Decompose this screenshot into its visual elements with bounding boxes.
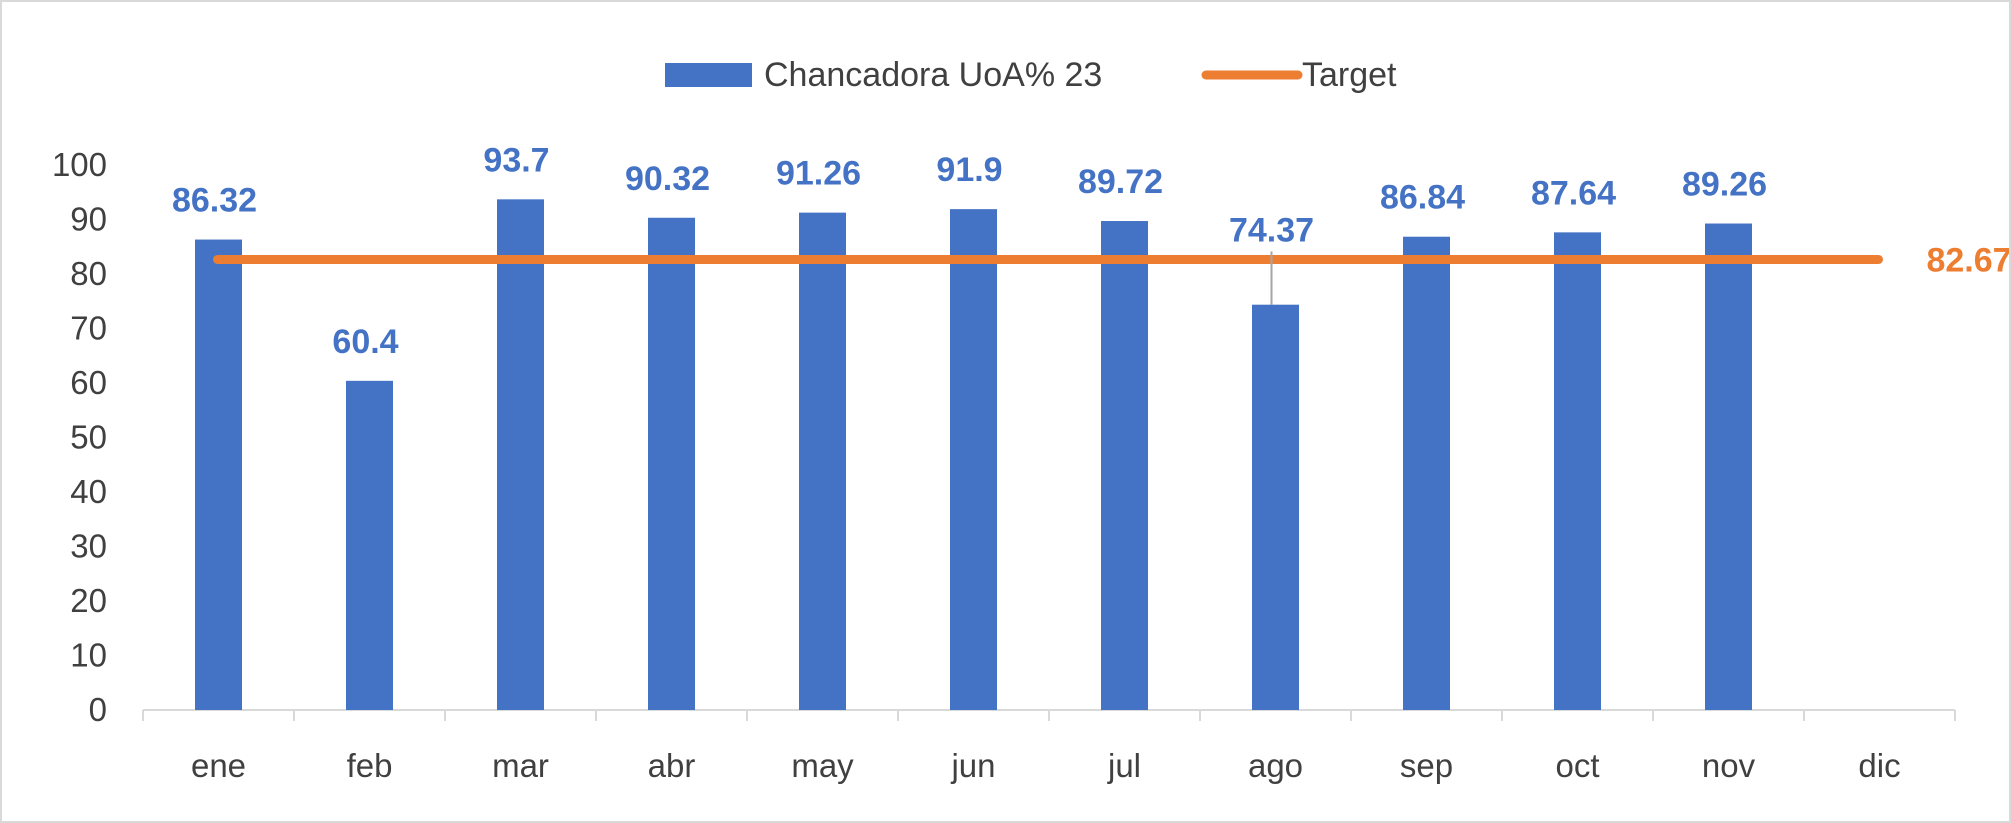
legend-label-target: Target — [1302, 56, 1397, 94]
x-tick-label: jun — [950, 747, 995, 784]
bar — [1705, 223, 1752, 710]
bar — [799, 212, 846, 710]
bar-data-labels: 86.32 60.4 93.7 90.32 91.26 91.9 89.72 74.37 86.… — [172, 141, 1767, 360]
x-tick-label: feb — [347, 747, 393, 784]
bar — [1101, 221, 1148, 710]
y-tick-label: 10 — [70, 637, 107, 674]
bar — [346, 380, 393, 710]
bar — [950, 209, 997, 710]
legend-label-bars: Chancadora UoA% 23 — [764, 56, 1102, 94]
bar — [195, 239, 242, 710]
y-tick-label: 90 — [70, 201, 107, 238]
bar-series — [195, 199, 1752, 711]
bar-data-label: 86.84 — [1380, 179, 1465, 217]
x-tick-label: nov — [1702, 747, 1756, 784]
bar-data-label: 90.32 — [625, 160, 710, 198]
target-data-label: 82.67 — [1926, 241, 2009, 279]
y-tick-label: 70 — [70, 310, 107, 347]
target-series: 82.67 — [213, 241, 2009, 279]
bar-data-label: 93.7 — [483, 141, 549, 179]
bar — [497, 199, 544, 710]
bar-data-label: 60.4 — [332, 323, 398, 361]
y-tick-label: 60 — [70, 364, 107, 401]
x-tick-label: ago — [1248, 747, 1303, 784]
y-tick-label: 50 — [70, 419, 107, 456]
x-tick-label: may — [791, 747, 854, 784]
bar — [1252, 304, 1299, 710]
x-tick-label: jul — [1107, 747, 1141, 784]
y-tick-label: 30 — [70, 528, 107, 565]
x-tick-label: oct — [1555, 747, 1599, 784]
bar — [1554, 232, 1601, 710]
bar-data-label: 74.37 — [1229, 211, 1314, 249]
x-axis: ene feb mar abr may jun jul ago sep oct nov dic — [142, 709, 1956, 784]
y-tick-label: 40 — [70, 473, 107, 510]
bar-data-label: 89.26 — [1682, 166, 1767, 204]
y-tick-label: 20 — [70, 582, 107, 619]
bar-data-label: 86.32 — [172, 182, 257, 220]
bar-data-label: 91.9 — [936, 151, 1002, 189]
x-tick-label: abr — [648, 747, 696, 784]
x-tick-label: ene — [191, 747, 246, 784]
y-tick-label: 80 — [70, 255, 107, 292]
y-tick-label: 0 — [89, 691, 107, 728]
x-tick-label: dic — [1858, 747, 1900, 784]
bar-data-label: 89.72 — [1078, 163, 1163, 201]
bar — [648, 217, 695, 711]
bar-data-label: 87.64 — [1531, 174, 1616, 212]
bar — [1403, 236, 1450, 711]
legend: Chancadora UoA% 23 Target — [665, 56, 1397, 94]
x-tick-label: mar — [492, 747, 549, 784]
legend-swatch-bars — [665, 63, 752, 87]
y-tick-label: 100 — [52, 146, 107, 183]
bar-data-label: 91.26 — [776, 155, 861, 193]
y-axis: 0 10 20 30 40 50 60 70 80 90 100 — [52, 146, 107, 728]
x-tick-label: sep — [1400, 747, 1453, 784]
